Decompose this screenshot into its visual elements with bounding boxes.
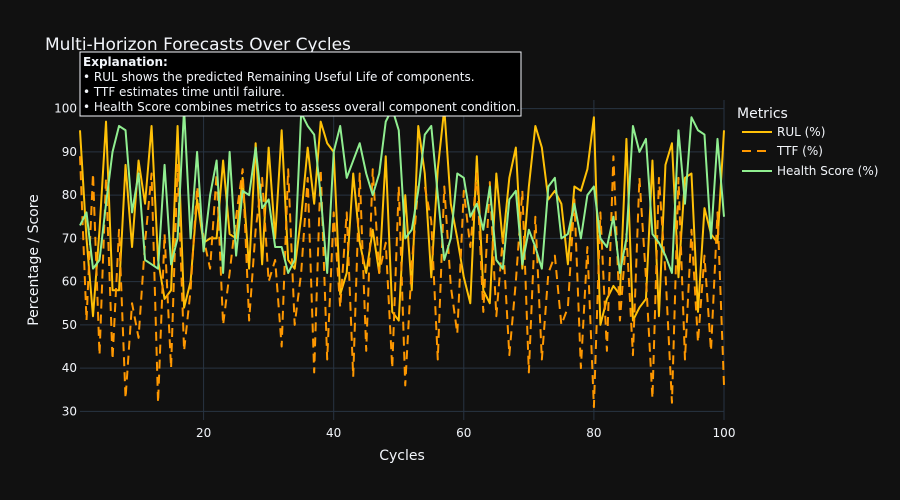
x-tick-label: 40 <box>326 426 341 440</box>
annotation-line-2: • TTF estimates time until failure. <box>83 85 285 99</box>
legend-item-health-score[interactable]: Health Score (%) <box>742 164 878 178</box>
legend-label-ttf: TTF (%) <box>776 144 823 158</box>
legend: Metrics RUL (%) TTF (%) Health Score (%) <box>737 106 878 178</box>
y-tick-label: 40 <box>62 361 77 375</box>
legend-title: Metrics <box>737 106 788 122</box>
x-tick-label: 100 <box>713 426 736 440</box>
y-tick-label: 100 <box>54 102 77 116</box>
ticks: 30 40 50 60 70 80 90 100 20 40 60 80 100 <box>54 102 735 440</box>
series-group <box>79 107 725 409</box>
y-tick-label: 70 <box>62 231 77 245</box>
y-tick-label: 80 <box>62 188 77 202</box>
x-tick-label: 20 <box>196 426 211 440</box>
y-tick-label: 30 <box>62 404 77 418</box>
legend-item-rul[interactable]: RUL (%) <box>742 125 825 139</box>
explanation-annotation: Explanation: • RUL shows the predicted R… <box>79 51 522 117</box>
annotation-line-1: • RUL shows the predicted Remaining Usef… <box>83 70 475 84</box>
annotation-line-3: • Health Score combines metrics to asses… <box>83 100 520 114</box>
legend-label-health-score: Health Score (%) <box>777 164 878 178</box>
y-tick-label: 90 <box>62 145 77 159</box>
x-tick-label: 80 <box>586 426 601 440</box>
legend-label-rul: RUL (%) <box>777 125 825 139</box>
y-tick-label: 60 <box>62 275 77 289</box>
annotation-box <box>79 51 522 117</box>
legend-item-ttf[interactable]: TTF (%) <box>742 144 823 158</box>
chart-title: Multi-Horizon Forecasts Over Cycles <box>45 35 351 55</box>
y-axis-title: Percentage / Score <box>26 194 42 326</box>
y-tick-label: 50 <box>62 318 77 332</box>
series-line-rul <box>79 107 725 326</box>
x-tick-label: 60 <box>456 426 471 440</box>
annotation-heading: Explanation: <box>83 55 168 69</box>
x-axis-title: Cycles <box>379 448 425 464</box>
series-line-health-score <box>79 107 725 274</box>
